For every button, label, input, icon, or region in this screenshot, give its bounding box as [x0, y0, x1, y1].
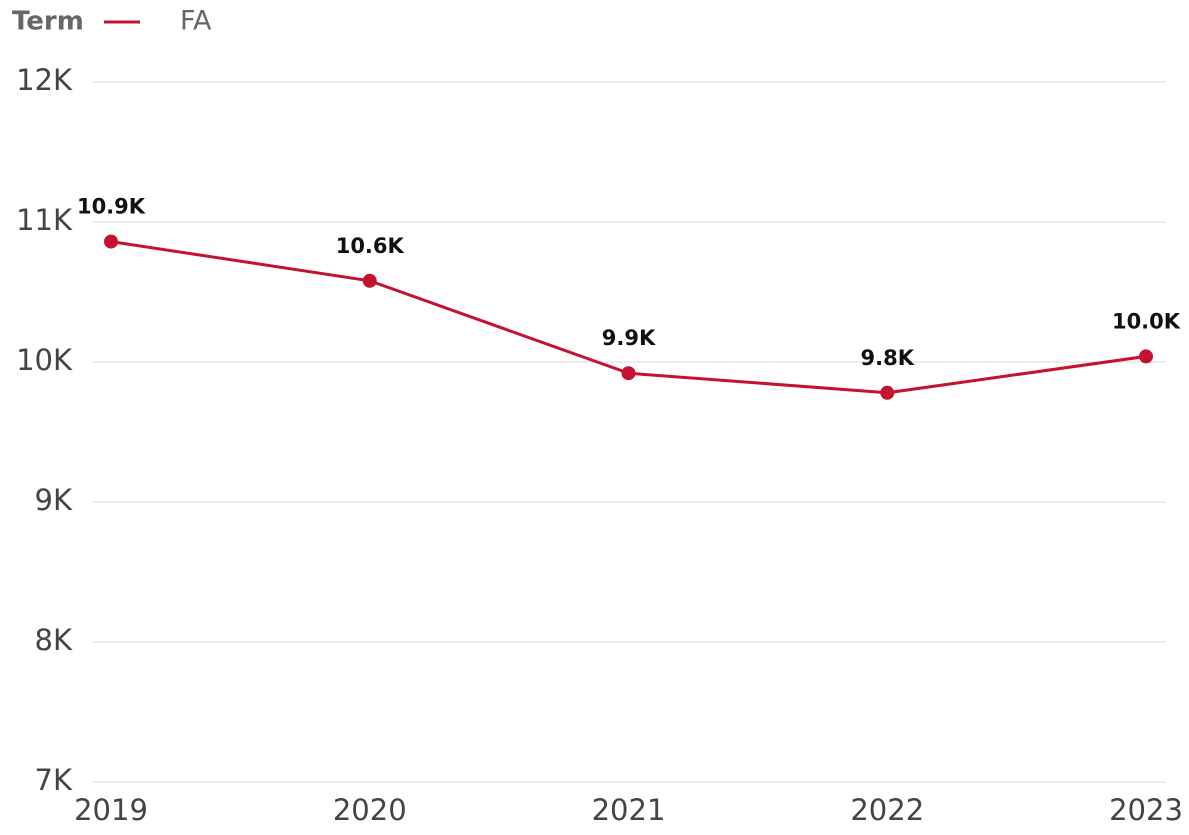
- y-tick-label: 12K: [16, 63, 73, 97]
- data-point: [104, 234, 118, 249]
- data-point: [880, 385, 895, 400]
- x-tick-label: 2019: [74, 793, 148, 827]
- data-point: [362, 273, 377, 288]
- y-tick-label: 7K: [35, 763, 73, 797]
- y-tick-label: 11K: [16, 203, 73, 237]
- data-point: [621, 366, 636, 381]
- legend-title: Term: [12, 7, 84, 37]
- data-label: 10.0K: [1112, 309, 1181, 333]
- x-tick-label: 2022: [850, 793, 924, 827]
- legend-label: FA: [180, 6, 212, 37]
- data-label: 9.8K: [861, 346, 915, 370]
- x-tick-label: 2020: [333, 793, 407, 827]
- data-label: 10.9K: [77, 195, 146, 219]
- data-label: 9.9K: [602, 326, 656, 350]
- x-tick-label: 2021: [592, 793, 666, 827]
- data-point: [1139, 349, 1153, 364]
- y-tick-label: 9K: [35, 483, 73, 517]
- y-tick-label: 10K: [16, 343, 73, 377]
- y-tick-label: 8K: [35, 623, 73, 657]
- x-tick-label: 2023: [1109, 793, 1183, 827]
- data-label: 10.6K: [336, 234, 405, 258]
